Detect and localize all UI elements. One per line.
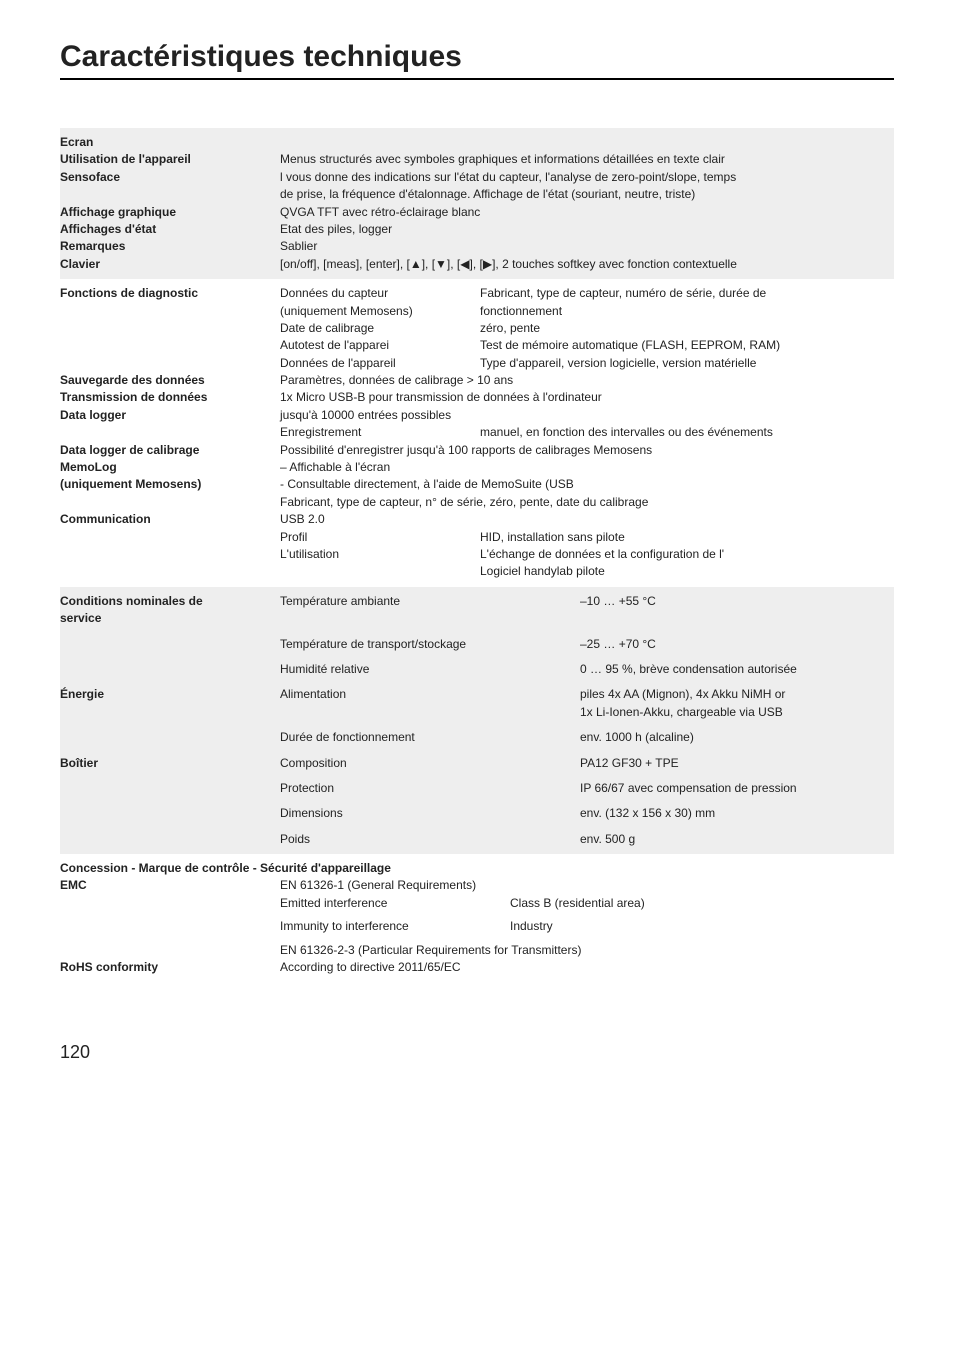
label-emc: EMC <box>60 877 280 959</box>
diag-k3: Date de calibrage <box>280 320 480 337</box>
label-utilisation: Utilisation de l'appareil <box>60 151 280 168</box>
diag-k2: (uniquement Memosens) <box>280 303 480 320</box>
label-ecran: Ecran <box>60 134 280 151</box>
diag-v1: Fabricant, type de capteur, numéro de sé… <box>480 285 894 302</box>
label-clavier: Clavier <box>60 256 280 273</box>
bo-v2: IP 66/67 avec compensation de pression <box>580 780 894 797</box>
en-v1b: 1x Li-Ionen-Akku, chargeable via USB <box>580 704 894 721</box>
diag-v3: zéro, pente <box>480 320 894 337</box>
val-dlc: Possibilité d'enregistrer jusqu'à 100 ra… <box>280 442 894 459</box>
label-diag: Fonctions de diagnostic <box>60 285 280 372</box>
cn-v1: –10 … +55 °C <box>580 593 894 610</box>
val-dl: jusqu'à 10000 entrées possibles <box>280 407 894 424</box>
label-comm: Communication <box>60 511 280 581</box>
comm-v3: Logiciel handylab pilote <box>480 563 894 580</box>
comm-v2: L'échange de données et la configuration… <box>480 546 894 563</box>
cn-k1: Température ambiante <box>280 593 580 610</box>
val-sensoface1: l vous donne des indications sur l'état … <box>280 169 894 186</box>
diag-v4: Test de mémoire automatique (FLASH, EEPR… <box>480 337 894 354</box>
section-conditions: Conditions nominales de service Températ… <box>60 587 894 854</box>
val-rohs: According to directive 2011/65/EC <box>280 959 894 976</box>
comm-k2: L'utilisation <box>280 546 480 563</box>
bo-k1: Composition <box>280 755 580 772</box>
val-utilisation: Menus structurés avec symboles graphique… <box>280 151 894 168</box>
emc-v2: Industry <box>510 918 894 935</box>
label-um: (uniquement Memosens) <box>60 476 280 493</box>
label-trans: Transmission de données <box>60 389 280 406</box>
val-remarques: Sablier <box>280 238 894 255</box>
cn-v3: 0 … 95 %, brève condensation autorisée <box>580 661 894 678</box>
val-aff-etat: Etat des piles, logger <box>280 221 894 238</box>
diag-v5: Type d'appareil, version logicielle, ver… <box>480 355 894 372</box>
label-energie: Énergie <box>60 686 280 721</box>
val-sauv: Paramètres, données de calibrage > 10 an… <box>280 372 894 389</box>
emc-k1: Emitted interference <box>280 895 510 912</box>
label-cn2: service <box>60 610 270 627</box>
diag-v2: fonctionnement <box>480 303 894 320</box>
comm-k1: Profil <box>280 529 480 546</box>
bo-k3: Dimensions <box>280 805 580 822</box>
val-um: - Consultable directement, à l'aide de M… <box>280 476 894 493</box>
section-ecran: Ecran Utilisation de l'appareil Menus st… <box>60 128 894 279</box>
page-number: 120 <box>60 1042 894 1063</box>
diag-k4: Autotest de l'apparei <box>280 337 480 354</box>
dl-k1: Enregistrement <box>280 424 480 441</box>
bo-k2: Protection <box>280 780 580 797</box>
label-sauv: Sauvegarde des données <box>60 372 280 389</box>
emc-k2: Immunity to interference <box>280 918 510 935</box>
section-diag: Fonctions de diagnostic Données du capte… <box>60 279 894 587</box>
comm-v1: HID, installation sans pilote <box>480 529 894 546</box>
label-ml: MemoLog <box>60 459 280 476</box>
label-dl: Data logger <box>60 407 280 442</box>
label-concession: Concession - Marque de contrôle - Sécuri… <box>60 860 401 877</box>
section-concession: Concession - Marque de contrôle - Sécuri… <box>60 854 894 982</box>
label-aff-etat: Affichages d'état <box>60 221 280 238</box>
cn-k3: Humidité relative <box>280 661 580 678</box>
label-aff-graph: Affichage graphique <box>60 204 280 221</box>
val-emc: EN 61326-1 (General Requirements) <box>280 877 894 894</box>
en-v2: env. 1000 h (alcaline) <box>580 729 894 746</box>
label-sensoface: Sensoface <box>60 169 280 186</box>
label-boitier: Boîtier <box>60 755 280 772</box>
bo-k4: Poids <box>280 831 580 848</box>
val-um2: Fabricant, type de capteur, n° de série,… <box>280 494 894 511</box>
val-aff-graph: QVGA TFT avec rétro-éclairage blanc <box>280 204 894 221</box>
diag-k5: Données de l'appareil <box>280 355 480 372</box>
cn-k2: Température de transport/stockage <box>280 636 580 653</box>
cn-v2: –25 … +70 °C <box>580 636 894 653</box>
bo-v3: env. (132 x 156 x 30) mm <box>580 805 894 822</box>
label-rohs: RoHS conformity <box>60 959 280 976</box>
val-emc2: EN 61326-2-3 (Particular Requirements fo… <box>280 942 894 959</box>
page-title: Caractéristiques techniques <box>60 40 894 74</box>
en-v1a: piles 4x AA (Mignon), 4x Akku NiMH or <box>580 686 894 703</box>
bo-v4: env. 500 g <box>580 831 894 848</box>
hr <box>60 78 894 80</box>
en-k1: Alimentation <box>280 686 580 721</box>
val-clavier: [on/off], [meas], [enter], [▲], [▼], [◀]… <box>280 256 894 273</box>
en-k2: Durée de fonctionnement <box>280 729 580 746</box>
val-trans: 1x Micro USB-B pour transmission de donn… <box>280 389 894 406</box>
val-comm: USB 2.0 <box>280 511 894 528</box>
emc-v1: Class B (residential area) <box>510 895 894 912</box>
label-remarques: Remarques <box>60 238 280 255</box>
label-dlc: Data logger de calibrage <box>60 442 280 459</box>
bo-v1: PA12 GF30 + TPE <box>580 755 894 772</box>
diag-k1: Données du capteur <box>280 285 480 302</box>
dl-v1: manuel, en fonction des intervalles ou d… <box>480 424 894 441</box>
label-cn1: Conditions nominales de <box>60 593 270 610</box>
val-sensoface2: de prise, la fréquence d'étalonnage. Aff… <box>280 186 894 203</box>
val-ml: – Affichable à l'écran <box>280 459 894 476</box>
